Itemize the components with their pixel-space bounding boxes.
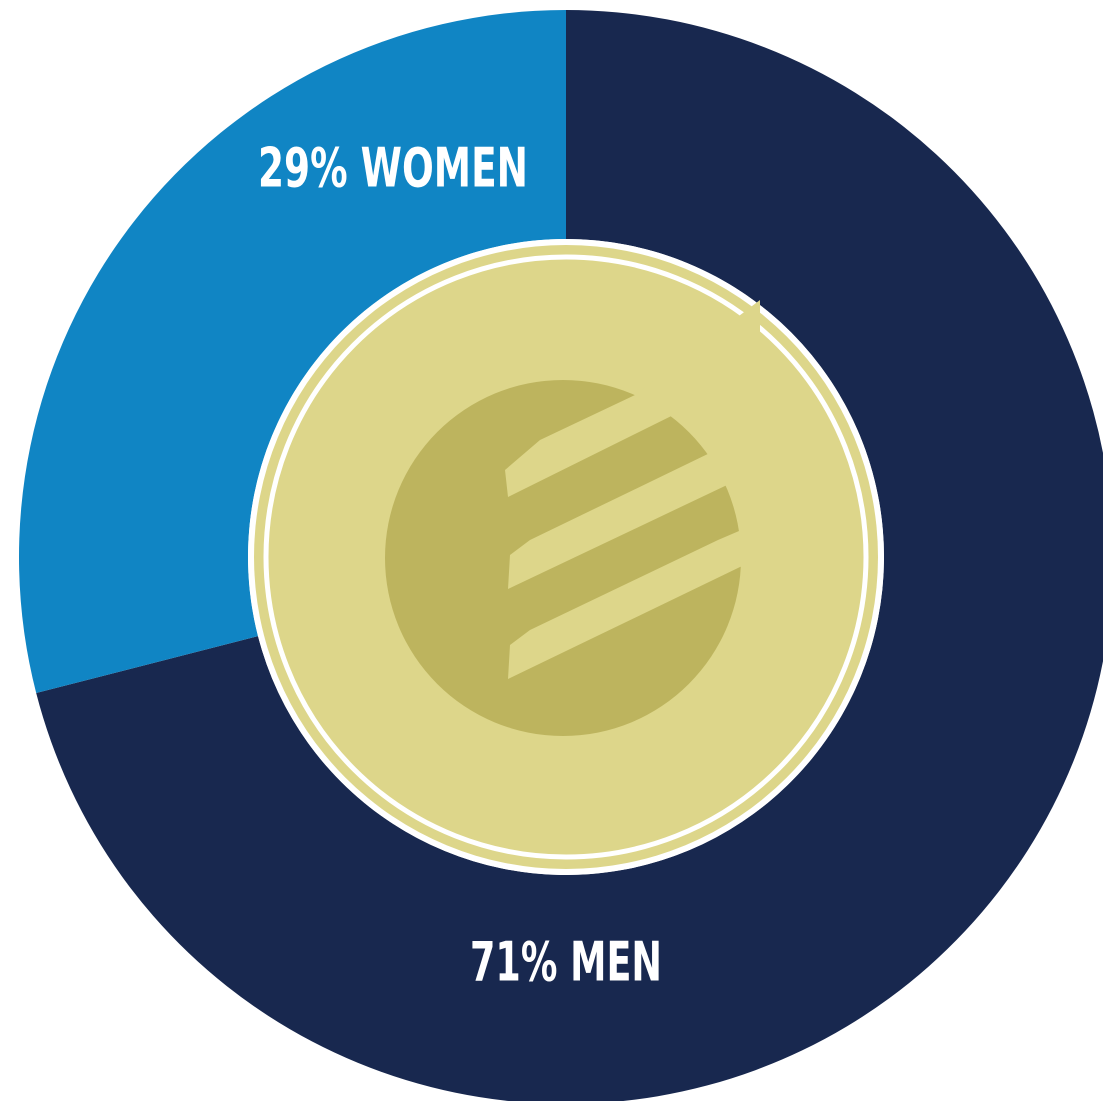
logo-stripe bbox=[508, 522, 760, 679]
slices bbox=[18, 10, 1103, 1101]
pie-slice bbox=[36, 10, 1103, 1101]
slice-label: 29% WOMEN bbox=[258, 137, 528, 200]
labels: 71% MEN 29% WOMEN bbox=[258, 137, 662, 994]
slice-label: 71% MEN bbox=[470, 931, 662, 994]
logo-stripe bbox=[508, 430, 760, 589]
center-ring bbox=[263, 254, 869, 860]
center-logo bbox=[248, 239, 884, 875]
logo-stripe bbox=[505, 300, 760, 497]
pie-slice bbox=[18, 10, 566, 694]
